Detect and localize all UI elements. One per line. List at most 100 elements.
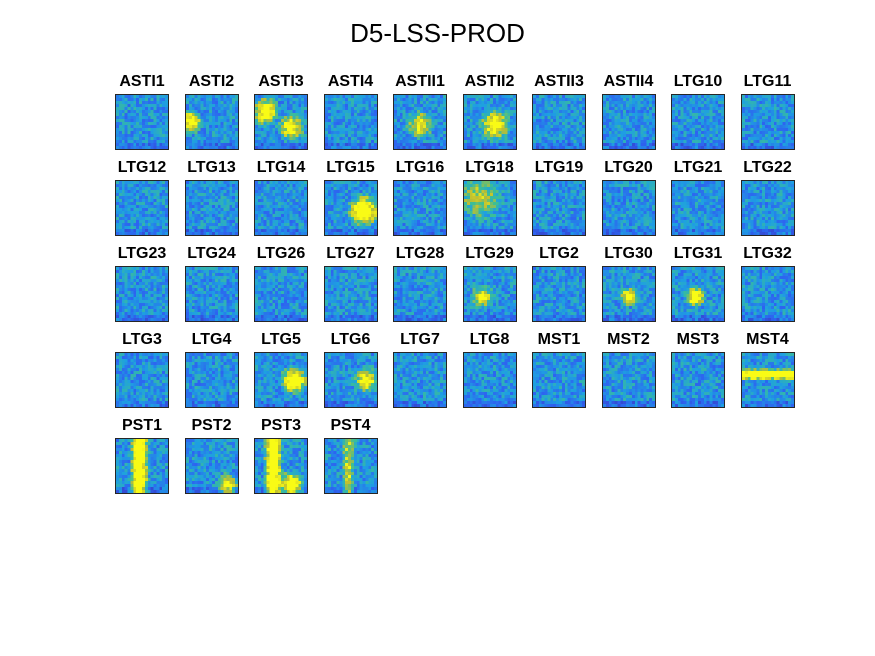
- heatmap-cell: [133, 95, 137, 99]
- heatmap-cell: [411, 119, 415, 123]
- heatmap-cell: [327, 190, 331, 194]
- heatmap-cell: [304, 110, 307, 114]
- heatmap-cell: [440, 190, 444, 194]
- heatmap-cell: [292, 181, 296, 185]
- heatmap-cell: [336, 229, 340, 233]
- heatmap-cell: [753, 137, 757, 141]
- heatmap-cell: [124, 214, 128, 218]
- heatmap-cell: [142, 220, 145, 224]
- heatmap-cell: [298, 187, 302, 191]
- heatmap-cell: [614, 140, 618, 144]
- heatmap-cell: [634, 137, 638, 141]
- heatmap-cell: [628, 104, 632, 108]
- heatmap-cell: [619, 113, 623, 117]
- heatmap-cell: [472, 107, 476, 111]
- heatmap-cell: [356, 95, 360, 99]
- heatmap-cell: [425, 208, 429, 212]
- heatmap-cell: [605, 98, 609, 102]
- heatmap-cell: [118, 104, 122, 108]
- heatmap-cell: [359, 208, 363, 212]
- heatmap-cell: [324, 187, 328, 191]
- heatmap-cell: [547, 110, 551, 114]
- heatmap-cell: [394, 101, 397, 105]
- heatmap-cell: [234, 217, 238, 221]
- heatmap-cell: [124, 131, 128, 135]
- heatmap-cell: [266, 208, 270, 212]
- heatmap-cell: [492, 110, 496, 114]
- heatmap-cell: [272, 134, 276, 138]
- heatmap-cell: [405, 122, 409, 126]
- heatmap-cell: [260, 128, 264, 132]
- heatmap-cell: [231, 193, 235, 197]
- heatmap-cell: [220, 211, 224, 215]
- heatmap-cell: [144, 128, 148, 132]
- heatmap-cell: [744, 110, 748, 114]
- heatmap-cell: [405, 217, 409, 221]
- heatmap-cell: [425, 181, 429, 185]
- heatmap-cell: [721, 110, 724, 114]
- heatmap-cell: [362, 134, 366, 138]
- heatmap-cell: [301, 137, 305, 141]
- heatmap-cell: [121, 226, 125, 230]
- heatmap-cell: [127, 226, 131, 230]
- heatmap-cell: [535, 107, 539, 111]
- heatmap-cell: [153, 199, 157, 203]
- heatmap-cell: [127, 116, 131, 120]
- heatmap-cell: [211, 181, 215, 185]
- heatmap-cell: [712, 146, 716, 149]
- heatmap-cell: [150, 211, 154, 215]
- heatmap-cell: [292, 232, 296, 235]
- heatmap-cell: [434, 229, 438, 233]
- heatmap-cell: [197, 229, 201, 233]
- heatmap-cell: [336, 196, 340, 200]
- heatmap-cell: [283, 211, 287, 215]
- heatmap-cell: [269, 143, 273, 147]
- heatmap-cell: [304, 104, 307, 108]
- heatmap-cell: [147, 202, 151, 206]
- heatmap-cell: [640, 104, 644, 108]
- heatmap-cell: [144, 217, 148, 221]
- heatmap-cell: [202, 119, 206, 123]
- heatmap-cell: [350, 134, 354, 138]
- heatmap-cell: [431, 116, 435, 120]
- heatmap-cell: [353, 116, 357, 120]
- heatmap-cell: [695, 143, 699, 147]
- heatmap-cell: [147, 125, 151, 129]
- heatmap-cell: [234, 107, 238, 111]
- heatmap-cell: [150, 196, 154, 200]
- heatmap-cell: [408, 140, 412, 144]
- heatmap-cell: [608, 104, 612, 108]
- heatmap-cell: [150, 119, 154, 123]
- heatmap-cell: [576, 113, 580, 117]
- heatmap-cell: [130, 104, 134, 108]
- heatmap-cell: [121, 107, 125, 111]
- heatmap-cell: [347, 146, 351, 149]
- heatmap-cell: [281, 104, 284, 108]
- heatmap-cell: [648, 116, 652, 120]
- heatmap-cell: [570, 140, 574, 144]
- heatmap-cell: [712, 140, 716, 144]
- heatmap-cell: [570, 116, 574, 120]
- heatmap-cell: [550, 104, 554, 108]
- heatmap-cell: [405, 116, 409, 120]
- heatmap-cell: [761, 110, 765, 114]
- heatmap-cell: [712, 122, 716, 126]
- heatmap-cell: [547, 134, 551, 138]
- heatmap-cell: [234, 208, 238, 212]
- heatmap-cell: [434, 184, 438, 188]
- heatmap-cell: [501, 104, 505, 108]
- heatmap-cell: [364, 116, 368, 120]
- heatmap-cell: [463, 193, 467, 197]
- heatmap-cell: [257, 193, 261, 197]
- heatmap-cell: [631, 119, 635, 123]
- heatmap-cell: [625, 140, 629, 144]
- heatmap-cell: [188, 184, 192, 188]
- heatmap-cell: [411, 232, 415, 235]
- heatmap-cell: [431, 128, 435, 132]
- heatmap-cell: [634, 113, 638, 117]
- heatmap-cell: [492, 98, 496, 102]
- heatmap-cell: [304, 217, 307, 221]
- heatmap-cell: [205, 95, 209, 99]
- heatmap-cell: [425, 205, 429, 209]
- heatmap-cell: [420, 107, 423, 111]
